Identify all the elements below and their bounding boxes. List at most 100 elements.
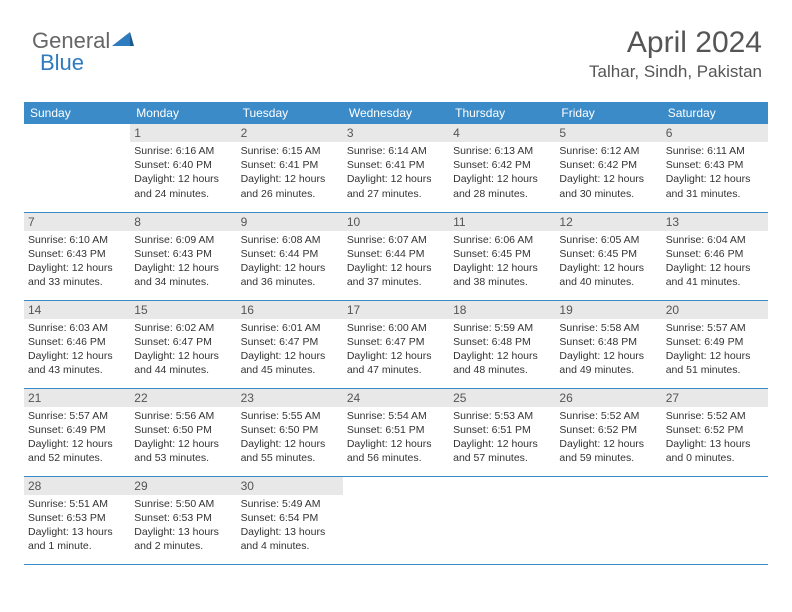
calendar-cell bbox=[24, 124, 130, 212]
sunrise-text: Sunrise: 6:08 AM bbox=[241, 233, 339, 247]
sunrise-text: Sunrise: 5:49 AM bbox=[241, 497, 339, 511]
day-body: Sunrise: 6:01 AMSunset: 6:47 PMDaylight:… bbox=[237, 319, 343, 380]
sunset-text: Sunset: 6:42 PM bbox=[453, 158, 551, 172]
calendar-cell bbox=[449, 476, 555, 564]
sunset-text: Sunset: 6:48 PM bbox=[559, 335, 657, 349]
sunrise-text: Sunrise: 6:16 AM bbox=[134, 144, 232, 158]
day-number: 14 bbox=[24, 301, 130, 319]
day-body: Sunrise: 6:11 AMSunset: 6:43 PMDaylight:… bbox=[662, 142, 768, 203]
calendar-cell: 21Sunrise: 5:57 AMSunset: 6:49 PMDayligh… bbox=[24, 388, 130, 476]
dayname-mon: Monday bbox=[130, 102, 236, 124]
day-number: 27 bbox=[662, 389, 768, 407]
day-number: 15 bbox=[130, 301, 236, 319]
daylight-text: Daylight: 12 hours and 51 minutes. bbox=[666, 349, 764, 377]
header-right: April 2024 Talhar, Sindh, Pakistan bbox=[589, 26, 762, 82]
day-body: Sunrise: 5:49 AMSunset: 6:54 PMDaylight:… bbox=[237, 495, 343, 556]
sunrise-text: Sunrise: 5:52 AM bbox=[559, 409, 657, 423]
day-body: Sunrise: 6:15 AMSunset: 6:41 PMDaylight:… bbox=[237, 142, 343, 203]
day-body: Sunrise: 6:16 AMSunset: 6:40 PMDaylight:… bbox=[130, 142, 236, 203]
daylight-text: Daylight: 12 hours and 37 minutes. bbox=[347, 261, 445, 289]
sunrise-text: Sunrise: 6:05 AM bbox=[559, 233, 657, 247]
calendar-cell: 25Sunrise: 5:53 AMSunset: 6:51 PMDayligh… bbox=[449, 388, 555, 476]
calendar-row: 14Sunrise: 6:03 AMSunset: 6:46 PMDayligh… bbox=[24, 300, 768, 388]
daylight-text: Daylight: 12 hours and 43 minutes. bbox=[28, 349, 126, 377]
calendar-row: 28Sunrise: 5:51 AMSunset: 6:53 PMDayligh… bbox=[24, 476, 768, 564]
day-number: 21 bbox=[24, 389, 130, 407]
daylight-text: Daylight: 12 hours and 31 minutes. bbox=[666, 172, 764, 200]
calendar-cell: 19Sunrise: 5:58 AMSunset: 6:48 PMDayligh… bbox=[555, 300, 661, 388]
calendar-cell: 28Sunrise: 5:51 AMSunset: 6:53 PMDayligh… bbox=[24, 476, 130, 564]
calendar-cell: 26Sunrise: 5:52 AMSunset: 6:52 PMDayligh… bbox=[555, 388, 661, 476]
day-number: 5 bbox=[555, 124, 661, 142]
calendar-cell: 20Sunrise: 5:57 AMSunset: 6:49 PMDayligh… bbox=[662, 300, 768, 388]
sunset-text: Sunset: 6:54 PM bbox=[241, 511, 339, 525]
sunset-text: Sunset: 6:41 PM bbox=[241, 158, 339, 172]
sunset-text: Sunset: 6:51 PM bbox=[453, 423, 551, 437]
calendar-cell: 15Sunrise: 6:02 AMSunset: 6:47 PMDayligh… bbox=[130, 300, 236, 388]
sunset-text: Sunset: 6:50 PM bbox=[241, 423, 339, 437]
calendar-cell: 5Sunrise: 6:12 AMSunset: 6:42 PMDaylight… bbox=[555, 124, 661, 212]
day-number: 10 bbox=[343, 213, 449, 231]
daylight-text: Daylight: 13 hours and 4 minutes. bbox=[241, 525, 339, 553]
sunrise-text: Sunrise: 5:53 AM bbox=[453, 409, 551, 423]
sunrise-text: Sunrise: 6:13 AM bbox=[453, 144, 551, 158]
sunrise-text: Sunrise: 5:54 AM bbox=[347, 409, 445, 423]
daylight-text: Daylight: 12 hours and 59 minutes. bbox=[559, 437, 657, 465]
sunset-text: Sunset: 6:53 PM bbox=[28, 511, 126, 525]
day-number: 29 bbox=[130, 477, 236, 495]
daylight-text: Daylight: 12 hours and 33 minutes. bbox=[28, 261, 126, 289]
daylight-text: Daylight: 12 hours and 47 minutes. bbox=[347, 349, 445, 377]
day-body: Sunrise: 5:50 AMSunset: 6:53 PMDaylight:… bbox=[130, 495, 236, 556]
day-body: Sunrise: 6:10 AMSunset: 6:43 PMDaylight:… bbox=[24, 231, 130, 292]
sunset-text: Sunset: 6:47 PM bbox=[134, 335, 232, 349]
sunset-text: Sunset: 6:42 PM bbox=[559, 158, 657, 172]
calendar-table: Sunday Monday Tuesday Wednesday Thursday… bbox=[24, 102, 768, 565]
day-body: Sunrise: 5:52 AMSunset: 6:52 PMDaylight:… bbox=[555, 407, 661, 468]
sunrise-text: Sunrise: 5:55 AM bbox=[241, 409, 339, 423]
day-number: 2 bbox=[237, 124, 343, 142]
day-body: Sunrise: 6:08 AMSunset: 6:44 PMDaylight:… bbox=[237, 231, 343, 292]
sunset-text: Sunset: 6:47 PM bbox=[347, 335, 445, 349]
calendar-cell: 9Sunrise: 6:08 AMSunset: 6:44 PMDaylight… bbox=[237, 212, 343, 300]
dayname-thu: Thursday bbox=[449, 102, 555, 124]
sunset-text: Sunset: 6:45 PM bbox=[559, 247, 657, 261]
calendar-cell: 1Sunrise: 6:16 AMSunset: 6:40 PMDaylight… bbox=[130, 124, 236, 212]
daylight-text: Daylight: 12 hours and 52 minutes. bbox=[28, 437, 126, 465]
sunrise-text: Sunrise: 6:14 AM bbox=[347, 144, 445, 158]
sunrise-text: Sunrise: 5:58 AM bbox=[559, 321, 657, 335]
sunset-text: Sunset: 6:46 PM bbox=[666, 247, 764, 261]
calendar-cell: 16Sunrise: 6:01 AMSunset: 6:47 PMDayligh… bbox=[237, 300, 343, 388]
day-body: Sunrise: 6:00 AMSunset: 6:47 PMDaylight:… bbox=[343, 319, 449, 380]
sunrise-text: Sunrise: 6:03 AM bbox=[28, 321, 126, 335]
day-number: 18 bbox=[449, 301, 555, 319]
sunset-text: Sunset: 6:50 PM bbox=[134, 423, 232, 437]
sunset-text: Sunset: 6:51 PM bbox=[347, 423, 445, 437]
day-body: Sunrise: 5:57 AMSunset: 6:49 PMDaylight:… bbox=[662, 319, 768, 380]
logo-triangle-icon bbox=[112, 28, 134, 54]
calendar-cell bbox=[343, 476, 449, 564]
day-body: Sunrise: 6:02 AMSunset: 6:47 PMDaylight:… bbox=[130, 319, 236, 380]
sunrise-text: Sunrise: 5:51 AM bbox=[28, 497, 126, 511]
sunrise-text: Sunrise: 5:57 AM bbox=[666, 321, 764, 335]
day-body: Sunrise: 6:04 AMSunset: 6:46 PMDaylight:… bbox=[662, 231, 768, 292]
calendar-cell: 6Sunrise: 6:11 AMSunset: 6:43 PMDaylight… bbox=[662, 124, 768, 212]
day-number: 25 bbox=[449, 389, 555, 407]
day-body: Sunrise: 6:03 AMSunset: 6:46 PMDaylight:… bbox=[24, 319, 130, 380]
day-body: Sunrise: 6:14 AMSunset: 6:41 PMDaylight:… bbox=[343, 142, 449, 203]
sunset-text: Sunset: 6:44 PM bbox=[347, 247, 445, 261]
calendar-cell: 24Sunrise: 5:54 AMSunset: 6:51 PMDayligh… bbox=[343, 388, 449, 476]
day-number: 16 bbox=[237, 301, 343, 319]
day-body: Sunrise: 5:57 AMSunset: 6:49 PMDaylight:… bbox=[24, 407, 130, 468]
daylight-text: Daylight: 12 hours and 49 minutes. bbox=[559, 349, 657, 377]
day-number: 7 bbox=[24, 213, 130, 231]
daylight-text: Daylight: 12 hours and 44 minutes. bbox=[134, 349, 232, 377]
day-number: 17 bbox=[343, 301, 449, 319]
day-body: Sunrise: 5:56 AMSunset: 6:50 PMDaylight:… bbox=[130, 407, 236, 468]
day-number: 4 bbox=[449, 124, 555, 142]
sunrise-text: Sunrise: 6:02 AM bbox=[134, 321, 232, 335]
day-body: Sunrise: 5:52 AMSunset: 6:52 PMDaylight:… bbox=[662, 407, 768, 468]
daylight-text: Daylight: 12 hours and 40 minutes. bbox=[559, 261, 657, 289]
sunrise-text: Sunrise: 6:06 AM bbox=[453, 233, 551, 247]
sunset-text: Sunset: 6:43 PM bbox=[666, 158, 764, 172]
sunrise-text: Sunrise: 5:50 AM bbox=[134, 497, 232, 511]
